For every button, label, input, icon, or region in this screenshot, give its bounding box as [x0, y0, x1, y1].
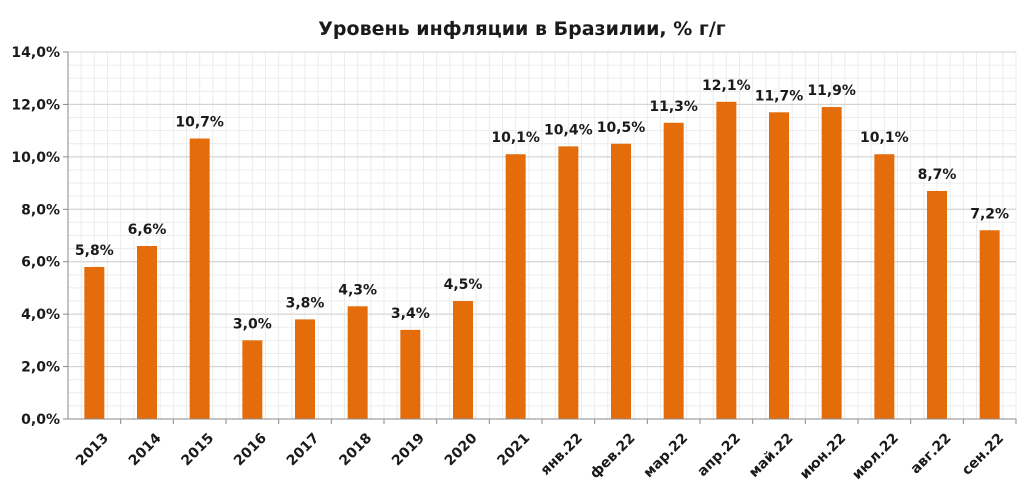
x-tick-label: 2016: [231, 430, 270, 469]
bar: [874, 154, 895, 419]
bar: [347, 306, 368, 419]
bars: [84, 101, 1000, 420]
bar: [979, 230, 1000, 419]
data-label: 4,3%: [338, 282, 377, 298]
data-label: 3,8%: [286, 295, 325, 311]
bar: [716, 101, 737, 420]
bar: [295, 319, 315, 419]
x-tick-label: фев.22: [587, 430, 639, 482]
x-tick-label: мар.22: [641, 430, 692, 481]
x-tick-label: авг.22: [908, 430, 955, 477]
data-label: 5,8%: [75, 243, 114, 259]
x-tick-label: июл.22: [849, 430, 902, 483]
data-label: 7,2%: [970, 206, 1009, 222]
bar: [400, 329, 421, 419]
x-tick-label: 2018: [336, 430, 375, 469]
y-tick-label: 12,0%: [11, 97, 60, 113]
data-label: 3,4%: [391, 306, 430, 322]
data-label: 4,5%: [444, 277, 483, 293]
bar: [611, 143, 631, 419]
data-label: 11,3%: [649, 99, 698, 115]
data-label: 12,1%: [702, 78, 751, 94]
y-tick-label: 6,0%: [21, 255, 60, 271]
x-tick-label: май.22: [746, 430, 797, 481]
bar: [137, 245, 157, 419]
bar: [189, 138, 210, 419]
chart-title: Уровень инфляции в Бразилии, % г/г: [318, 18, 725, 40]
bar: [769, 112, 789, 420]
data-labels: 5,8%6,6%10,7%3,0%3,8%4,3%3,4%4,5%10,1% 10…: [75, 78, 1009, 333]
data-label: 11,9%: [807, 83, 856, 99]
x-tick-label: 2014: [126, 430, 165, 469]
y-tick-label: 8,0%: [21, 202, 60, 218]
y-tick-label: 0,0%: [21, 412, 60, 428]
x-tick-label: 2019: [389, 430, 428, 469]
y-axis: 0,0% 2,0% 4,0% 6,0% 8,0% 10,0% 12,0% 14,0%: [11, 45, 69, 428]
minor-gridlines: [67, 51, 1017, 420]
data-label: 10,5%: [597, 120, 646, 136]
y-tick-label: 14,0%: [11, 45, 60, 61]
x-tick-label: 2017: [284, 430, 323, 469]
bar: [663, 122, 684, 420]
bar: [505, 154, 526, 419]
y-tick-label: 10,0%: [11, 150, 60, 166]
data-label: 10,1%: [491, 130, 540, 146]
x-tick-label: 2013: [73, 430, 112, 469]
x-tick-label: июн.22: [797, 430, 849, 482]
data-label: 8,7%: [918, 167, 957, 183]
data-label: 11,7%: [755, 88, 804, 104]
x-tick-label: апр.22: [694, 430, 743, 479]
x-tick-label: 2015: [178, 430, 217, 469]
bar: [453, 301, 473, 419]
y-tick-label: 2,0%: [21, 360, 60, 376]
data-label: 10,7%: [175, 115, 224, 131]
x-tick-label: 2021: [494, 430, 533, 469]
bar: [84, 266, 105, 419]
x-axis: 2013 2014 2015 2016 2017 2018 2019 2020 2021 янв.…: [68, 418, 1017, 483]
bar: [927, 190, 947, 419]
data-label: 10,1%: [860, 130, 909, 146]
y-tick-label: 4,0%: [21, 307, 60, 323]
bar: [242, 340, 263, 419]
bar: [821, 107, 842, 420]
x-tick-label: янв.22: [538, 430, 586, 478]
x-tick-label: сен.22: [959, 430, 1007, 478]
data-label: 6,6%: [128, 222, 167, 238]
data-label: 10,4%: [544, 122, 593, 138]
bar: [558, 146, 579, 419]
x-tick-label: 2020: [442, 430, 481, 469]
data-label: 3,0%: [233, 316, 272, 332]
